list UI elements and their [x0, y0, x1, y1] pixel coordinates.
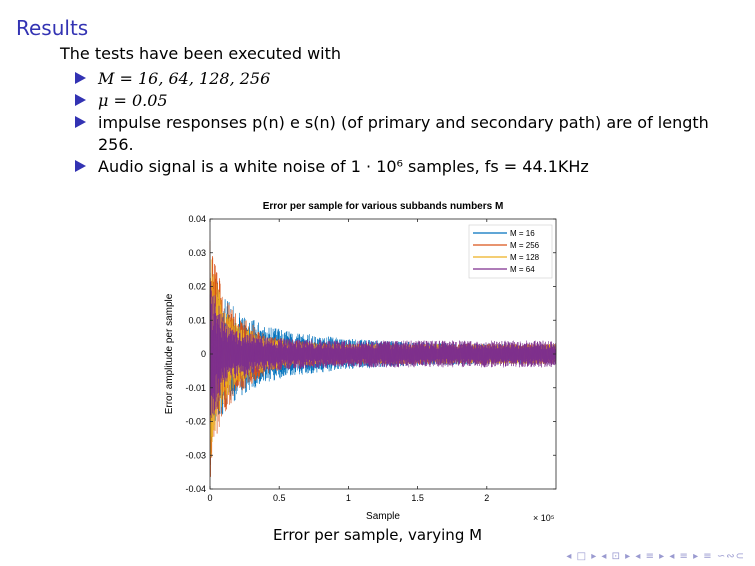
beamer-navigation[interactable]: ◂ □ ▸ ◂ ⊡ ▸ ◂ ≡ ▸ ◂ ≡ ▸ ≡ ∽∾⊂ — [566, 551, 745, 562]
legend-label: M = 16 — [510, 229, 535, 238]
y-tick-label: 0.03 — [188, 248, 206, 258]
bullet-item: M = 16, 64, 128, 256 — [75, 68, 715, 90]
series-line — [209, 281, 557, 424]
figure-caption: Error per sample, varying M — [272, 526, 483, 544]
bullet-text: impulse responses p(n) e s(n) (of primar… — [98, 113, 709, 154]
bullet-triangle-icon — [75, 72, 86, 84]
x-tick-label: 1.5 — [411, 493, 424, 503]
y-tick-label: 0 — [201, 349, 206, 359]
y-tick-label: -0.03 — [185, 450, 206, 460]
trace-group — [209, 240, 557, 477]
bullet-triangle-icon — [75, 116, 86, 128]
bullet-list: M = 16, 64, 128, 256 μ = 0.05 impulse re… — [75, 68, 715, 178]
x-tick-label: 1 — [346, 493, 351, 503]
x-tick-label: 0.5 — [273, 493, 286, 503]
slide-title: Results — [16, 16, 89, 40]
bullet-text: M = 16, 64, 128, 256 — [98, 69, 271, 88]
y-tick-label: -0.01 — [185, 383, 206, 393]
bullet-text: μ = 0.05 — [98, 91, 168, 110]
y-tick-label: 0.01 — [188, 315, 206, 325]
bullet-triangle-icon — [75, 160, 86, 172]
error-chart: 0 0.5 1 1.5 2 -0.04 -0.03 -0.02 -0.01 0 0.01 0.02 0.… — [160, 196, 570, 526]
bullet-triangle-icon — [75, 94, 86, 106]
chart-title: Error per sample for various subbands nu… — [263, 201, 504, 212]
y-tick-label: 0.04 — [188, 214, 206, 224]
bullet-text: Audio signal is a white noise of 1 · 10⁶… — [98, 157, 589, 176]
legend: M = 16 M = 256 M = 128 M = 64 — [468, 224, 553, 279]
y-axis-label: Error amplitude per sample — [164, 293, 175, 414]
legend-label: M = 64 — [510, 265, 535, 274]
bullet-item: μ = 0.05 — [75, 90, 715, 112]
intro-text: The tests have been executed with — [60, 44, 342, 63]
bullet-item: Audio signal is a white noise of 1 · 10⁶… — [75, 156, 715, 178]
legend-label: M = 128 — [510, 253, 540, 262]
x-axis-label: Sample — [366, 511, 400, 522]
x-tick-label: 2 — [484, 493, 489, 503]
y-tick-label: 0.02 — [188, 282, 206, 292]
legend-label: M = 256 — [510, 241, 540, 250]
x-tick-label: 0 — [207, 493, 212, 503]
bullet-item: impulse responses p(n) e s(n) (of primar… — [75, 112, 715, 156]
figure: 0 0.5 1 1.5 2 -0.04 -0.03 -0.02 -0.01 0 0.01 0.02 0.… — [160, 196, 570, 530]
y-tick-label: -0.02 — [185, 417, 206, 427]
tick-group: 0 0.5 1 1.5 2 -0.04 -0.03 -0.02 -0.01 0 0.01 0.02 0.… — [185, 214, 556, 503]
y-tick-label: -0.04 — [185, 484, 206, 494]
x-axis-exponent: × 10⁵ — [533, 513, 555, 523]
